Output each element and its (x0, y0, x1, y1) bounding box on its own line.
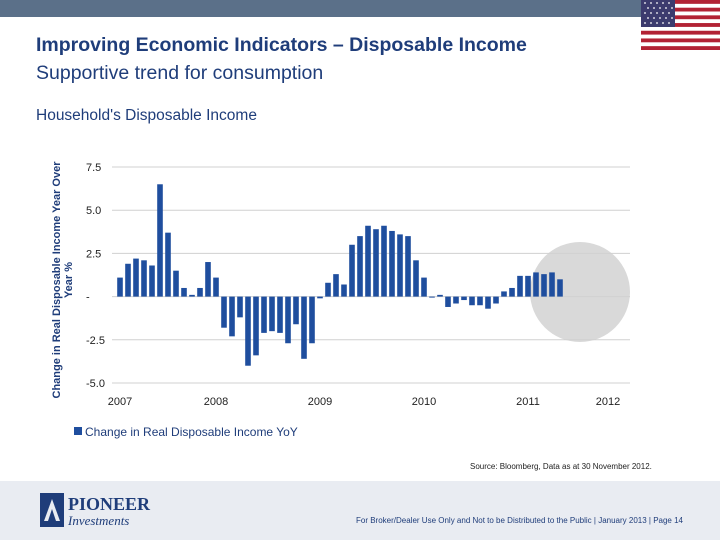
y-tick-label: 7.5 (86, 162, 101, 174)
bar (381, 225, 387, 297)
bar (237, 296, 243, 318)
bar (245, 296, 251, 366)
bar (269, 296, 275, 332)
bar (549, 272, 555, 297)
y-tick-label: - (86, 292, 90, 304)
bar (437, 294, 443, 297)
bar (517, 275, 523, 297)
x-tick-label: 2008 (204, 396, 228, 408)
bar (333, 274, 339, 297)
bar (117, 277, 123, 297)
bar (277, 296, 283, 333)
bar (509, 287, 515, 297)
logo-sub: Investments (67, 513, 129, 528)
bar (173, 270, 179, 297)
bar (413, 260, 419, 297)
chart-legend: Change in Real Disposable Income YoY (74, 425, 298, 439)
bar (477, 296, 483, 306)
footer (0, 481, 720, 540)
bar (469, 296, 475, 306)
bar (213, 277, 219, 297)
bar (485, 296, 491, 309)
bar (493, 296, 499, 304)
bar (357, 236, 363, 297)
pioneer-logo: PIONEER Investments (40, 493, 151, 528)
bar (453, 296, 459, 304)
bar (325, 282, 331, 297)
highlight-circle (530, 242, 630, 342)
us-flag-icon (641, 0, 720, 50)
bar (501, 291, 507, 297)
bar (317, 296, 323, 299)
bar (133, 258, 139, 297)
bar (205, 262, 211, 297)
y-axis-label: Change in Real Disposable Income Year Ov… (51, 161, 75, 399)
page-subtitle: Supportive trend for consumption (36, 62, 324, 84)
bar (309, 296, 315, 344)
logo-brand: PIONEER (68, 494, 151, 514)
bar (525, 275, 531, 297)
y-tick-label: -5.0 (86, 378, 105, 390)
x-tick-label: 2009 (308, 396, 332, 408)
footer-disclaimer: For Broker/Dealer Use Only and Not to be… (356, 516, 683, 525)
bar (533, 272, 539, 297)
bar (397, 234, 403, 297)
y-tick-label: 5.0 (86, 205, 101, 217)
bar (253, 296, 259, 356)
bar (461, 296, 467, 301)
bar (181, 287, 187, 297)
bar (301, 296, 307, 359)
bar (261, 296, 267, 333)
chart-title: Household's Disposable Income (36, 107, 257, 124)
bar (125, 263, 131, 297)
y-tick-label: -2.5 (86, 335, 105, 347)
legend-label: Change in Real Disposable Income YoY (85, 425, 298, 439)
bar (293, 296, 299, 325)
bar (149, 265, 155, 297)
bar (341, 284, 347, 297)
source-note: Source: Bloomberg, Data as at 30 Novembe… (470, 462, 652, 471)
bar (365, 225, 371, 297)
x-tick-label: 2011 (516, 396, 540, 408)
bar (157, 184, 163, 297)
y-tick-label: 2.5 (86, 248, 101, 260)
bar (189, 294, 195, 297)
bar (557, 279, 563, 297)
x-tick-label: 2007 (108, 396, 132, 408)
bar (285, 296, 291, 344)
bar (405, 236, 411, 297)
bar (221, 296, 227, 328)
bar (373, 229, 379, 297)
bar (165, 232, 171, 297)
bar (197, 287, 203, 297)
bar (421, 277, 427, 297)
x-tick-label: 2010 (412, 396, 436, 408)
top-bar (0, 0, 720, 17)
bar (445, 296, 451, 307)
bar (349, 244, 355, 297)
bar (541, 274, 547, 297)
page-title: Improving Economic Indicators – Disposab… (36, 34, 527, 56)
bar (389, 230, 395, 297)
legend-swatch (74, 427, 82, 435)
bar (141, 260, 147, 297)
x-tick-label: 2012 (596, 396, 620, 408)
bar (229, 296, 235, 337)
bar (429, 296, 435, 298)
